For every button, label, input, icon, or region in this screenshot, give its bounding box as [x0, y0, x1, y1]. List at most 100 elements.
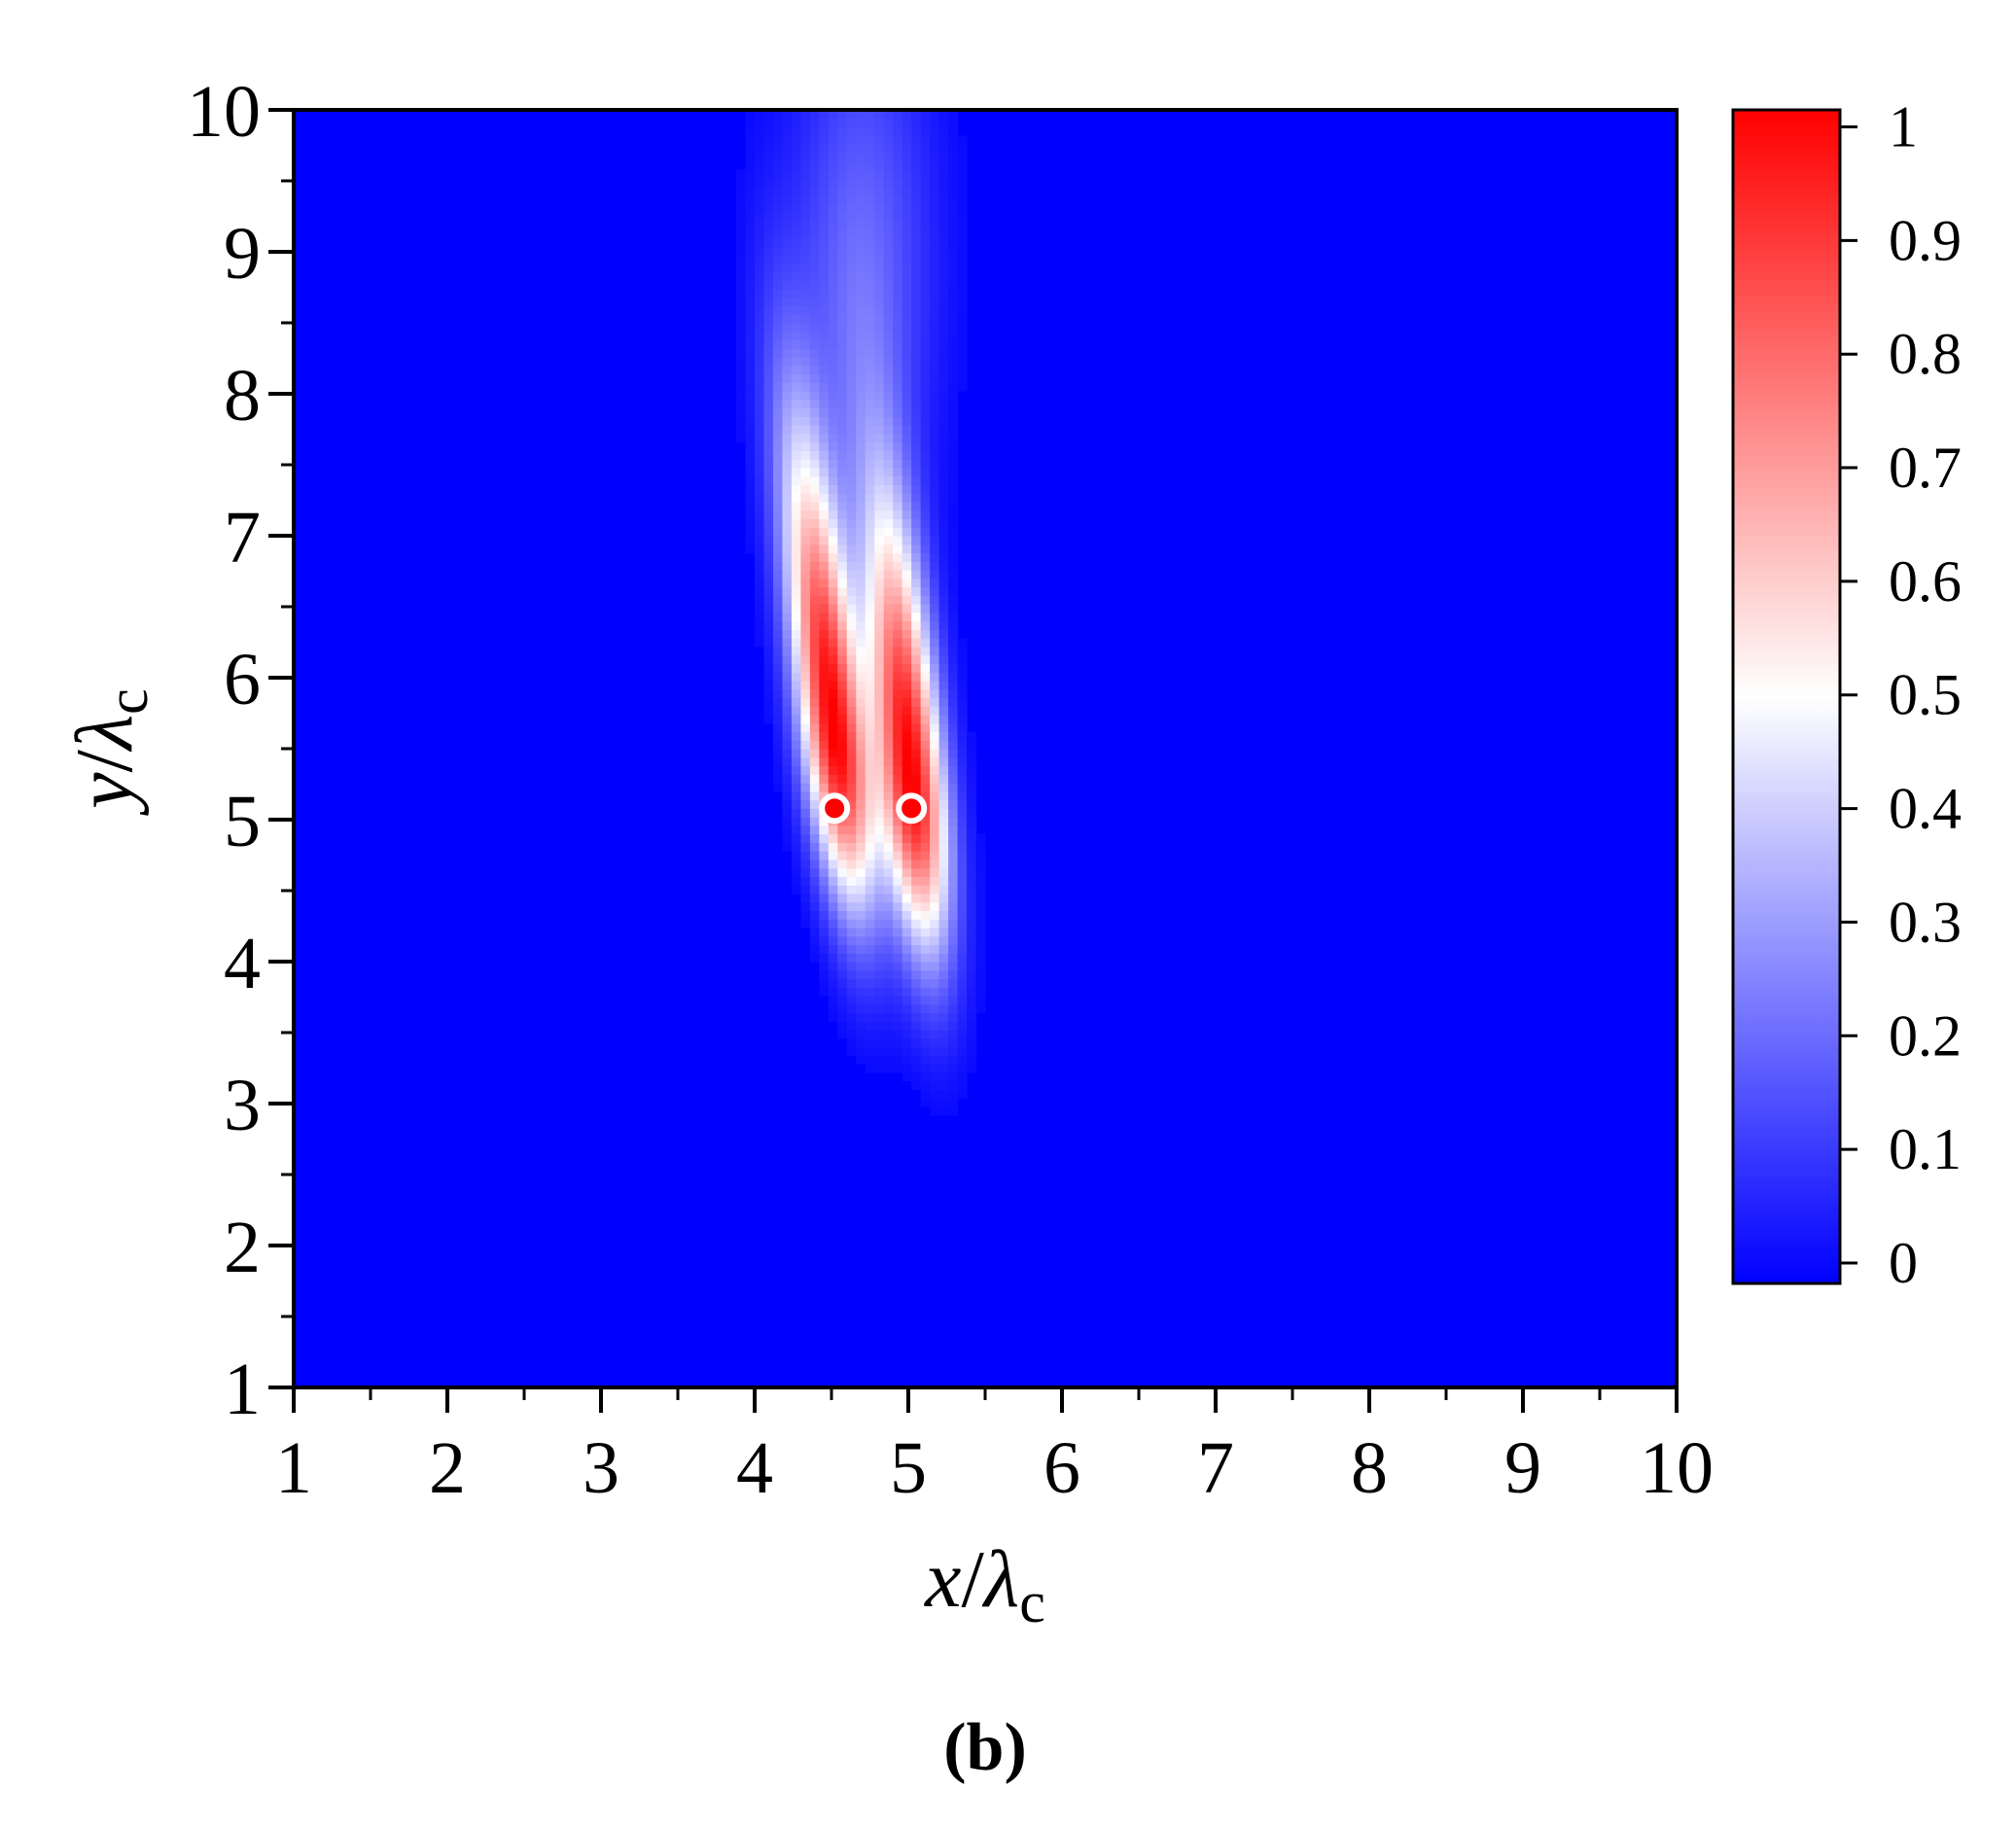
heatmap-cell: [809, 399, 820, 409]
heatmap-cell: [755, 212, 765, 222]
heatmap-cell: [828, 688, 838, 699]
heatmap-cell: [893, 305, 903, 315]
heatmap-cell: [874, 833, 885, 843]
heatmap-cell: [902, 851, 912, 860]
heatmap-cell: [920, 459, 931, 469]
heatmap-cell: [948, 561, 959, 571]
heatmap-cell: [837, 1030, 848, 1039]
heatmap-cell: [948, 654, 959, 664]
heatmap-cell: [957, 1055, 968, 1065]
heatmap-cell: [828, 638, 838, 648]
heatmap-cell: [930, 901, 940, 912]
heatmap-cell: [865, 237, 875, 247]
heatmap-cell: [755, 527, 765, 537]
heatmap-cell: [865, 697, 875, 707]
heatmap-cell: [865, 509, 875, 520]
heatmap-cell: [948, 1021, 959, 1031]
heatmap-cell: [902, 407, 912, 417]
heatmap-cell: [828, 459, 838, 469]
heatmap-cell: [763, 212, 774, 222]
heatmap-cell: [828, 536, 838, 545]
heatmap-cell: [865, 339, 875, 349]
heatmap-cell: [948, 996, 959, 1005]
heatmap-cell: [819, 135, 830, 145]
heatmap-cell: [837, 561, 848, 571]
heatmap-cell: [938, 935, 949, 946]
heatmap-cell: [791, 348, 801, 358]
heatmap-cell: [837, 901, 848, 912]
heatmap-cell: [920, 1064, 931, 1073]
heatmap-cell: [938, 722, 949, 733]
heatmap-cell: [948, 680, 959, 690]
heatmap-cell: [865, 765, 875, 775]
heatmap-cell: [819, 867, 830, 877]
heatmap-cell: [874, 799, 885, 809]
heatmap-cell: [957, 144, 968, 154]
heatmap-cell: [920, 160, 931, 170]
heatmap-cell: [902, 357, 912, 367]
heatmap-cell: [920, 467, 931, 477]
heatmap-cell: [837, 919, 848, 929]
heatmap-cell: [846, 604, 857, 614]
heatmap-cell: [846, 433, 857, 443]
heatmap-cell: [893, 962, 903, 971]
heatmap-cell: [967, 927, 977, 937]
heatmap-cell: [800, 799, 811, 809]
heatmap-cell: [809, 152, 820, 162]
heatmap-cell: [791, 595, 801, 605]
heatmap-cell: [902, 620, 912, 630]
heatmap-cell: [809, 160, 820, 170]
heatmap-cell: [819, 774, 830, 784]
heatmap-cell: [856, 280, 867, 290]
heatmap-cell: [736, 178, 747, 188]
heatmap-cell: [938, 901, 949, 912]
heatmap-cell: [948, 612, 959, 622]
heatmap-cell: [837, 186, 848, 196]
heatmap-cell: [938, 1089, 949, 1099]
heatmap-cell: [883, 799, 894, 809]
heatmap-cell: [957, 910, 968, 920]
heatmap-cell: [975, 927, 986, 937]
heatmap-cell: [938, 178, 949, 188]
heatmap-cell: [883, 527, 894, 537]
heatmap-cell: [883, 697, 894, 707]
heatmap-cell: [893, 160, 903, 170]
heatmap-cell: [846, 987, 857, 997]
heatmap-cell: [893, 1055, 903, 1065]
heatmap-cell: [865, 1064, 875, 1073]
heatmap-cell: [809, 135, 820, 145]
heatmap-cell: [920, 407, 931, 417]
heatmap-cell: [846, 365, 857, 375]
heatmap-cell: [874, 407, 885, 417]
heatmap-cell: [911, 271, 922, 281]
heatmap-cell: [957, 722, 968, 733]
heatmap-cell: [772, 297, 784, 307]
heatmap-cell: [846, 561, 857, 571]
heatmap-cell: [967, 944, 977, 954]
heatmap-cell: [938, 876, 949, 886]
y-tick-label: 2: [224, 1207, 261, 1288]
heatmap-cell: [800, 808, 811, 818]
heatmap-cell: [930, 178, 940, 188]
heatmap-cell: [938, 1021, 949, 1031]
heatmap-cell: [883, 280, 894, 290]
heatmap-cell: [791, 833, 801, 843]
heatmap-cell: [837, 441, 848, 451]
heatmap-cell: [874, 987, 885, 997]
heatmap-cell: [902, 425, 912, 435]
heatmap-cell: [883, 450, 894, 460]
heatmap-cell: [865, 475, 875, 486]
heatmap-cell: [809, 851, 820, 860]
heatmap-cell: [745, 118, 756, 128]
heatmap-cell: [948, 348, 959, 358]
heatmap-cell: [948, 126, 959, 136]
heatmap-cell: [902, 688, 912, 699]
heatmap-cell: [828, 382, 838, 392]
heatmap-cell: [902, 944, 912, 954]
heatmap-cell: [893, 774, 903, 784]
heatmap-cell: [938, 118, 949, 128]
heatmap-cell: [856, 527, 867, 537]
heatmap-cell: [809, 348, 820, 358]
heatmap-cell: [920, 595, 931, 605]
heatmap-cell: [883, 382, 894, 392]
